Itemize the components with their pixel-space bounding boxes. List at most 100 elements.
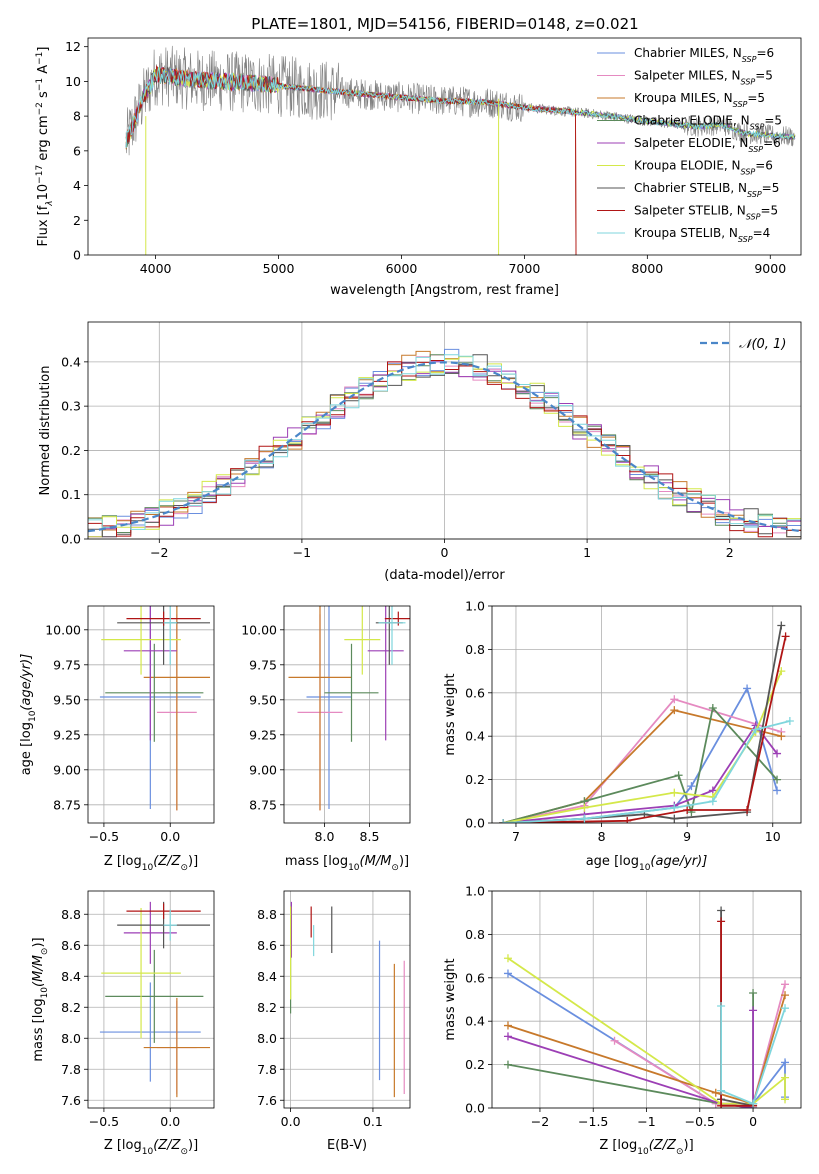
weight-line [503, 636, 787, 823]
weight-marker [781, 1004, 790, 1013]
y-tick-label: 8.8 [61, 907, 81, 922]
y-tick-label: 9.50 [249, 692, 277, 707]
y-tick-label: 9.00 [249, 762, 277, 777]
y-tick-label: 7.6 [257, 1093, 277, 1108]
x-tick-label: 8000 [631, 261, 663, 276]
y-tick-label: 7.8 [257, 1062, 277, 1077]
weight-marker [499, 819, 508, 823]
frame [87, 605, 215, 824]
axis-frame: 7 8 9 10 0.0 0.2 0.4 0.6 0.8 1.0 [465, 599, 802, 844]
y-tick-label: 8.2 [257, 1000, 277, 1015]
frame [491, 605, 802, 824]
y-axis-label: age [log10(age/yr)] [19, 654, 38, 776]
y-tick-label: 8.4 [257, 969, 277, 984]
weight-marker [773, 775, 782, 784]
label-part: ⊙ [40, 948, 50, 956]
x-tick-label: 2 [726, 545, 734, 560]
gridlines [284, 891, 410, 1108]
x-tick-label: 7000 [508, 261, 540, 276]
y-tick-label: 1.0 [465, 599, 485, 614]
legend-label-sub: SSP [748, 145, 763, 154]
legend-label-tail: =6 [755, 159, 773, 173]
label-part: s [36, 91, 51, 102]
x-tick-label: 0.0 [281, 1114, 301, 1129]
axis-frame: 8.0 8.5 8.75 9.00 9.25 9.50 9.75 10.00 [241, 605, 411, 844]
y-tick-label: 8 [73, 109, 81, 124]
label-part: )] [188, 854, 198, 869]
y-tick-label: 0.4 [61, 354, 81, 369]
axes-residuals: −2 −1 0 1 2 0.0 0.1 0.2 0.3 0.4 𝒩(0, 1) (data-model… [38, 321, 802, 583]
gridlines [492, 890, 801, 1109]
y-tick-label: 0.8 [465, 642, 485, 657]
x-tick-label: 0.1 [363, 1114, 383, 1129]
legend-label-sub: SSP [741, 167, 756, 176]
legend-label-tail: =5 [764, 114, 782, 128]
axis-frame: −2 −1 0 1 2 0.0 0.1 0.2 0.3 0.4 [61, 321, 802, 560]
y-axis-label: mass [log10(M/M⊙)] [31, 937, 50, 1061]
x-tick-label: 4000 [140, 261, 172, 276]
weight-marker [781, 991, 790, 1000]
label-part: 10 [142, 1147, 154, 1157]
y-tick-label: 9.00 [53, 762, 81, 777]
frame [87, 37, 802, 256]
weight-line [502, 709, 782, 823]
label-part: −2 [35, 102, 45, 115]
y-tick-label: 0 [73, 248, 81, 263]
y-tick-label: 0.2 [465, 1057, 485, 1072]
weight-marker [749, 1099, 758, 1108]
weight-marker [503, 1060, 512, 1069]
x-tick-label: 10 [765, 829, 781, 844]
weight-line [720, 910, 754, 1107]
y-tick-label: 8.0 [61, 1031, 81, 1046]
legend-label: Salpeter MILES, NSSP=5 [634, 69, 773, 87]
y-tick-label: 9.50 [53, 692, 81, 707]
label-part: (age/yr)] [19, 654, 34, 711]
weight-marker [708, 703, 717, 712]
y-tick-label: 7.6 [61, 1093, 81, 1108]
x-tick-label: −1.5 [578, 1114, 608, 1129]
weight-line [720, 921, 754, 1107]
legend-label-main: Kroupa MILES, N [634, 91, 733, 105]
legend-label: Kroupa MILES, NSSP=5 [634, 91, 765, 109]
y-tick-label: 0.3 [61, 399, 81, 414]
x-tick-label: 8 [598, 829, 606, 844]
y-tick-label: 9.75 [53, 657, 81, 672]
label-part: mass [log [285, 854, 348, 869]
legend-label-main: Salpeter MILES, N [634, 69, 741, 83]
weight-marker [503, 1021, 512, 1030]
model-spectrum-line [125, 66, 796, 148]
plot-area [99, 901, 211, 1098]
weight-marker [503, 954, 512, 963]
legend-label-tail: =5 [762, 181, 780, 195]
weight-marker [785, 717, 794, 726]
y-tick-label: 0.8 [465, 927, 485, 942]
weight-marker [749, 1006, 758, 1015]
y-tick-label: 9.25 [53, 727, 81, 742]
x-axis-label: Z [log10(Z/Z⊙)] [104, 1138, 198, 1157]
weight-marker [717, 1101, 726, 1108]
axes-mass-vs-EBV: 0.0 0.1 7.6 7.8 8.0 8.2 8.4 8.6 8.8 E(B-V) [257, 890, 411, 1153]
y-tick-label: 4 [73, 178, 81, 193]
legend-label-tail: =4 [753, 226, 771, 240]
plot-area [289, 901, 405, 1098]
weight-line [507, 994, 786, 1105]
weight-marker [717, 1002, 726, 1011]
legend-label-main: Chabrier MILES, N [634, 46, 742, 60]
label-part: )] [31, 937, 46, 947]
legend-label: Chabrier MILES, NSSP=6 [634, 46, 774, 64]
weight-marker [670, 788, 679, 797]
x-tick-label: 0 [749, 1114, 757, 1129]
x-tick-label: 9 [683, 829, 691, 844]
y-tick-label: 8.2 [61, 1000, 81, 1015]
gridlines [284, 606, 410, 823]
y-axis-label: Flux [fλ10−17 erg cm−2 s−1 A−1] [35, 47, 55, 247]
x-tick-label: 0.0 [160, 1114, 180, 1129]
axis-frame: −0.5 0.0 7.6 7.8 8.0 8.2 8.4 8.6 8.8 [61, 890, 215, 1129]
weight-marker [687, 782, 696, 791]
x-axis-label: age [log10(age/yr)] [586, 854, 708, 873]
x-tick-label: −0.5 [89, 1114, 119, 1129]
label-part: )] [684, 1138, 694, 1153]
weight-marker [781, 980, 790, 989]
weight-marker [749, 988, 758, 997]
